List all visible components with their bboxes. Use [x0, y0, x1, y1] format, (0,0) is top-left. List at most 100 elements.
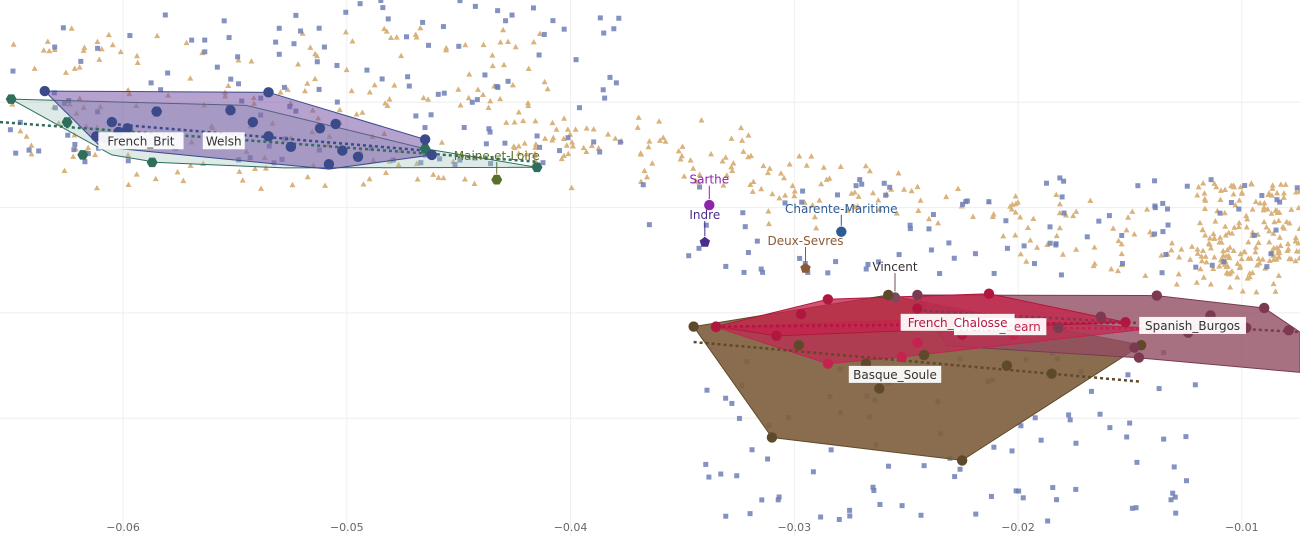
bg-triangle-point	[349, 38, 356, 44]
bg-triangle-point	[656, 118, 663, 124]
bg-triangle-point	[875, 197, 882, 203]
bg-triangle-point	[1280, 194, 1287, 200]
bg-square-point	[420, 19, 426, 25]
bg-square-point	[165, 70, 171, 76]
point-Welsh	[419, 134, 431, 145]
bg-square-point	[907, 226, 913, 232]
bg-square-point	[865, 261, 871, 267]
point-French_Brit	[419, 143, 431, 154]
bg-triangle-point	[1188, 243, 1195, 249]
bg-triangle-point	[1194, 246, 1201, 252]
bg-square-point	[765, 456, 771, 462]
bg-triangle-point	[1260, 206, 1267, 213]
bg-triangle-point	[413, 160, 420, 166]
bg-triangle-point	[1261, 218, 1268, 225]
bg-square-point	[952, 474, 958, 480]
bg-triangle-point	[1073, 246, 1080, 252]
bg-triangle-point	[497, 95, 504, 102]
bg-triangle-point	[1201, 205, 1208, 212]
bg-triangle-point	[1280, 190, 1287, 196]
bg-square-point	[379, 76, 385, 82]
bg-triangle-point	[1114, 267, 1121, 274]
bg-triangle-point	[970, 213, 977, 219]
bg-triangle-point	[563, 142, 570, 148]
bg-triangle-point	[28, 150, 35, 157]
bg-square-point	[457, 157, 463, 163]
bg-triangle-point	[1196, 219, 1203, 226]
bg-triangle-point	[1227, 284, 1234, 290]
bg-triangle-point	[1211, 254, 1218, 260]
bg-square-point	[293, 12, 299, 18]
bg-triangle-point	[531, 150, 538, 157]
bg-triangle-point	[1264, 206, 1271, 212]
bg-triangle-point	[386, 96, 393, 102]
bg-triangle-point	[1255, 255, 1262, 262]
bg-triangle-point	[564, 126, 571, 132]
bg-square-point	[125, 158, 131, 164]
x-tick-label: −0.06	[106, 521, 140, 534]
point-Charente-Maritime	[836, 226, 847, 237]
bg-triangle-point	[749, 188, 756, 194]
bg-square-point	[281, 84, 287, 90]
bg-square-point	[1043, 180, 1049, 186]
bg-triangle-point	[505, 38, 512, 44]
bg-triangle-point	[679, 143, 686, 149]
bg-triangle-point	[738, 124, 745, 131]
bg-triangle-point	[1237, 250, 1244, 257]
point-French_Bearn	[822, 358, 834, 369]
bg-square-point	[703, 222, 709, 228]
bg-square-point	[1057, 175, 1063, 181]
bg-triangle-point	[1187, 256, 1194, 262]
bg-square-point	[960, 201, 966, 207]
bg-triangle-point	[393, 34, 400, 40]
bg-square-point	[907, 222, 913, 228]
bg-square-point	[696, 245, 702, 251]
bg-square-point	[859, 181, 865, 187]
bg-square-point	[428, 112, 434, 118]
bg-triangle-point	[336, 106, 343, 113]
bg-triangle-point	[420, 94, 427, 101]
bg-triangle-point	[580, 144, 587, 151]
bg-triangle-point	[1286, 220, 1293, 226]
bg-triangle-point	[277, 89, 284, 95]
label-Vincent: Vincent	[872, 260, 917, 274]
label-Basque_Soule: Basque_Soule	[853, 368, 937, 382]
bg-triangle-point	[809, 202, 816, 208]
bg-triangle-point	[239, 177, 246, 183]
bg-triangle-point	[1118, 250, 1125, 257]
bg-square-point	[1170, 490, 1176, 496]
bg-triangle-point	[1212, 218, 1219, 224]
bg-square-point	[875, 259, 881, 265]
bg-square-point	[273, 39, 279, 45]
bg-triangle-point	[635, 114, 642, 120]
bg-triangle-point	[1270, 244, 1277, 251]
bg-triangle-point	[55, 120, 62, 126]
bg-triangle-point	[1277, 181, 1284, 187]
bg-triangle-point	[558, 155, 565, 162]
bg-square-point	[1031, 261, 1037, 267]
bg-square-point	[505, 78, 511, 84]
bg-triangle-point	[258, 185, 265, 191]
bg-square-point	[1058, 272, 1064, 278]
bg-triangle-point	[1292, 234, 1299, 241]
bg-triangle-point	[1272, 288, 1279, 294]
bg-triangle-point	[9, 101, 16, 107]
bg-square-point	[930, 212, 936, 218]
bg-square-point	[530, 5, 536, 11]
bg-triangle-point	[1056, 224, 1063, 231]
bg-triangle-point	[366, 175, 373, 182]
point-Welsh	[285, 141, 297, 153]
bg-triangle-point	[1205, 240, 1212, 246]
bg-triangle-point	[252, 165, 259, 172]
bg-triangle-point	[1008, 206, 1015, 212]
bg-square-point	[734, 473, 740, 479]
bg-triangle-point	[1070, 212, 1077, 219]
bg-triangle-point	[1232, 202, 1239, 208]
bg-square-point	[576, 105, 582, 111]
point-Spanish_Burgos	[1053, 322, 1064, 333]
bg-square-point	[991, 444, 997, 450]
bg-square-point	[1088, 388, 1094, 394]
bg-triangle-point	[435, 174, 442, 180]
bg-triangle-point	[80, 47, 87, 53]
bg-triangle-point	[1168, 239, 1175, 246]
